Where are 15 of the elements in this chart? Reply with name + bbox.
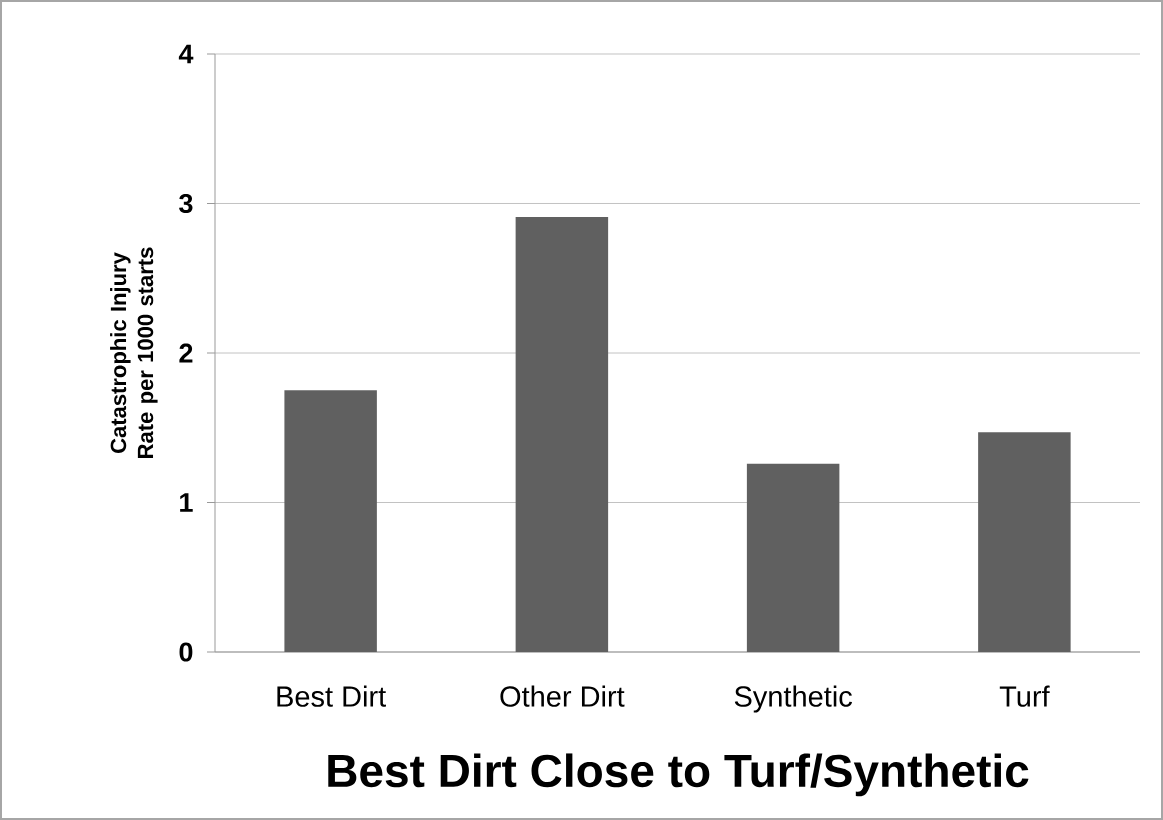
x-tick-label: Synthetic bbox=[734, 685, 852, 713]
y-tick-label: 1 bbox=[180, 493, 193, 512]
x-axis-title: Best Dirt Close to Turf/Synthetic bbox=[328, 753, 1029, 797]
y-tick-label: 0 bbox=[179, 642, 193, 662]
bar bbox=[746, 463, 840, 652]
x-tick-label: Other Dirt bbox=[500, 685, 625, 707]
bar bbox=[284, 390, 377, 652]
y-tick-label: 4 bbox=[178, 44, 194, 64]
bar bbox=[515, 216, 609, 652]
x-tick-label: Turf bbox=[999, 685, 1050, 707]
x-tick-label: Best Dirt bbox=[277, 685, 386, 707]
y-axis-title: Catastrophic Injury Rate per 1000 starts bbox=[110, 247, 158, 458]
y-tick-label: 2 bbox=[179, 343, 193, 363]
bar bbox=[978, 432, 1071, 652]
y-tick-label: 3 bbox=[179, 193, 193, 214]
